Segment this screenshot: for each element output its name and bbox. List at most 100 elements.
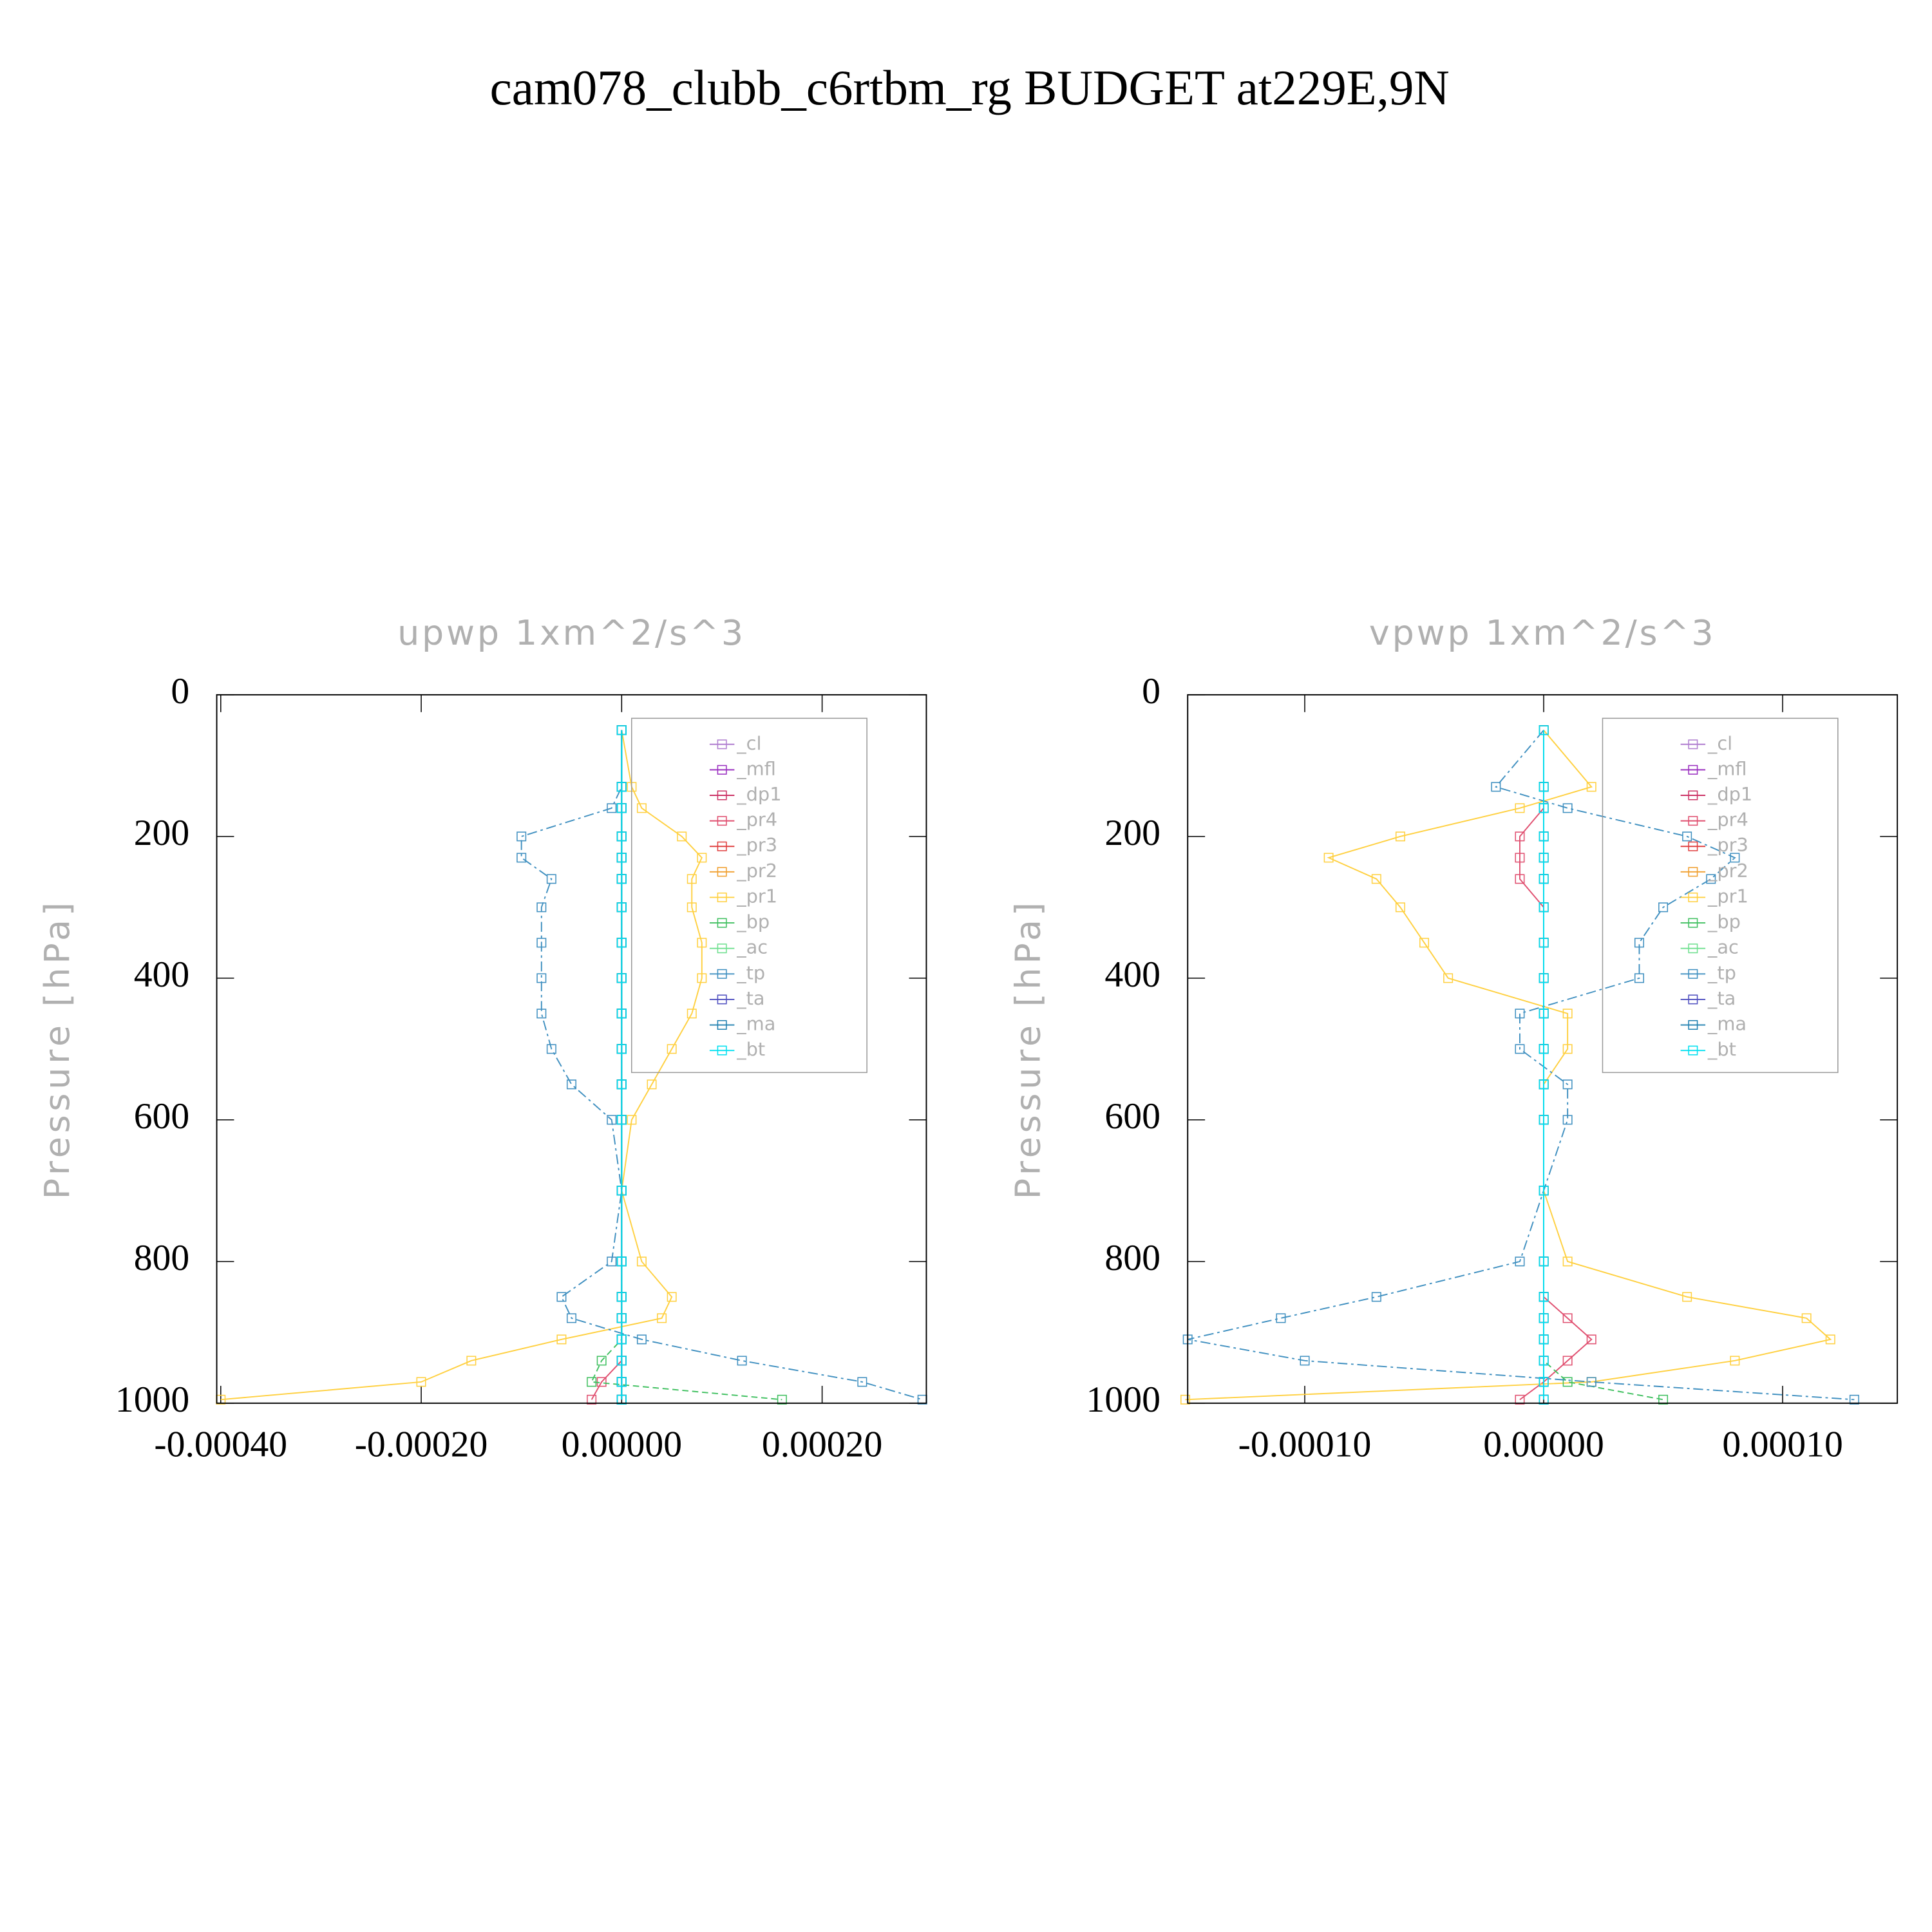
legend-marker [1688,816,1698,826]
point-marker [647,1079,657,1090]
point-marker [1515,831,1525,842]
point-marker [677,831,687,842]
point-marker [587,1394,597,1405]
point-marker [1849,1394,1859,1405]
point-marker [1539,853,1549,863]
x-tick-label: 0.00020 [762,1424,882,1464]
point-marker [697,973,707,983]
point-marker [1539,1256,1549,1267]
legend-marker [1688,841,1698,851]
legend-label: _pr4 [1707,809,1748,831]
panel-title: vpwp 1xm^2/s^3 [1369,612,1716,653]
x-tick-label: -0.00040 [154,1424,287,1464]
point-marker [1515,853,1525,863]
point-marker [1562,1313,1573,1323]
y-tick-label: 600 [1104,1096,1160,1137]
x-tick-label: 0.00000 [562,1424,682,1464]
y-tick-label: 0 [1142,671,1160,712]
x-tick-label: 0.00000 [1483,1424,1604,1464]
point-marker [616,973,627,983]
point-marker [1539,803,1549,813]
point-marker [416,1377,426,1387]
point-marker [657,1313,667,1323]
point-marker [1706,874,1716,884]
plot-frame [1187,694,1899,1404]
point-marker [607,1115,617,1125]
y-axis-label: Pressure [hPa] [1008,898,1048,1199]
point-marker [546,1044,556,1054]
point-marker [1539,1394,1549,1405]
point-marker [607,1256,617,1267]
legend-marker [717,918,727,928]
legend-marker [717,943,727,954]
y-tick-label: 200 [134,813,190,853]
point-marker [616,1044,627,1054]
point-marker [616,1186,627,1196]
legend-marker [717,892,727,902]
legend-marker [717,816,727,826]
point-marker [1682,831,1692,842]
legend-label: _ta [736,987,764,1009]
point-marker [546,874,556,884]
point-marker [1276,1313,1286,1323]
point-marker [466,1356,477,1366]
point-marker [1562,1044,1573,1054]
point-marker [1539,831,1549,842]
legend-label: _ma [1707,1013,1747,1035]
point-marker [1562,1009,1573,1019]
point-marker [587,1377,597,1387]
point-marker [1586,1377,1596,1387]
point-marker [1539,725,1549,735]
point-marker [1634,938,1644,948]
point-marker [1562,1377,1573,1387]
point-marker [1562,1356,1573,1366]
point-marker [1539,1313,1549,1323]
legend-label: _pr4 [736,809,777,831]
point-marker [616,1009,627,1019]
plot-frame [216,694,927,1404]
y-tick-label: 0 [171,671,189,712]
x-tick-label: -0.00020 [355,1424,488,1464]
legend-label: _ma [736,1013,775,1035]
point-marker [1539,1356,1549,1366]
point-marker [1539,1079,1549,1090]
point-marker [556,1334,567,1345]
legend-marker [1688,790,1698,800]
legend-label: _bt [736,1038,765,1060]
legend-label: _tp [1707,961,1736,983]
legend-label: _cl [1707,732,1732,754]
legend-box [1602,717,1839,1074]
point-marker [536,973,547,983]
point-marker [1491,782,1501,792]
point-marker [1539,1009,1549,1019]
point-marker [1515,803,1525,813]
figure-title: cam078_clubb_c6rtbm_rg BUDGET at229E,9N [490,60,1450,115]
point-marker [616,938,627,948]
y-tick-label: 800 [1104,1238,1160,1278]
series-line [1188,730,1855,1401]
legend-label: _bp [736,911,770,933]
point-marker [616,1334,627,1345]
legend-marker [1688,943,1698,954]
point-marker [516,853,527,863]
legend-marker [1688,892,1698,902]
legend-label: _pr3 [1707,834,1748,856]
point-marker [536,902,547,913]
series-line [1185,730,1832,1401]
point-marker [616,725,627,735]
legend-label: _pr3 [736,834,777,856]
point-marker [616,1377,627,1387]
point-marker [1515,1256,1525,1267]
point-marker [616,803,627,813]
point-marker [1539,1334,1549,1345]
legend-marker [1688,867,1698,877]
point-marker [567,1079,576,1090]
point-marker [1539,1115,1549,1125]
series-line [220,730,703,1401]
legend-label: _dp1 [1707,783,1752,805]
legend-label: _ac [736,936,768,958]
legend-label: _bt [1707,1038,1736,1060]
point-marker [1730,1356,1740,1366]
point-marker [1515,1044,1525,1054]
